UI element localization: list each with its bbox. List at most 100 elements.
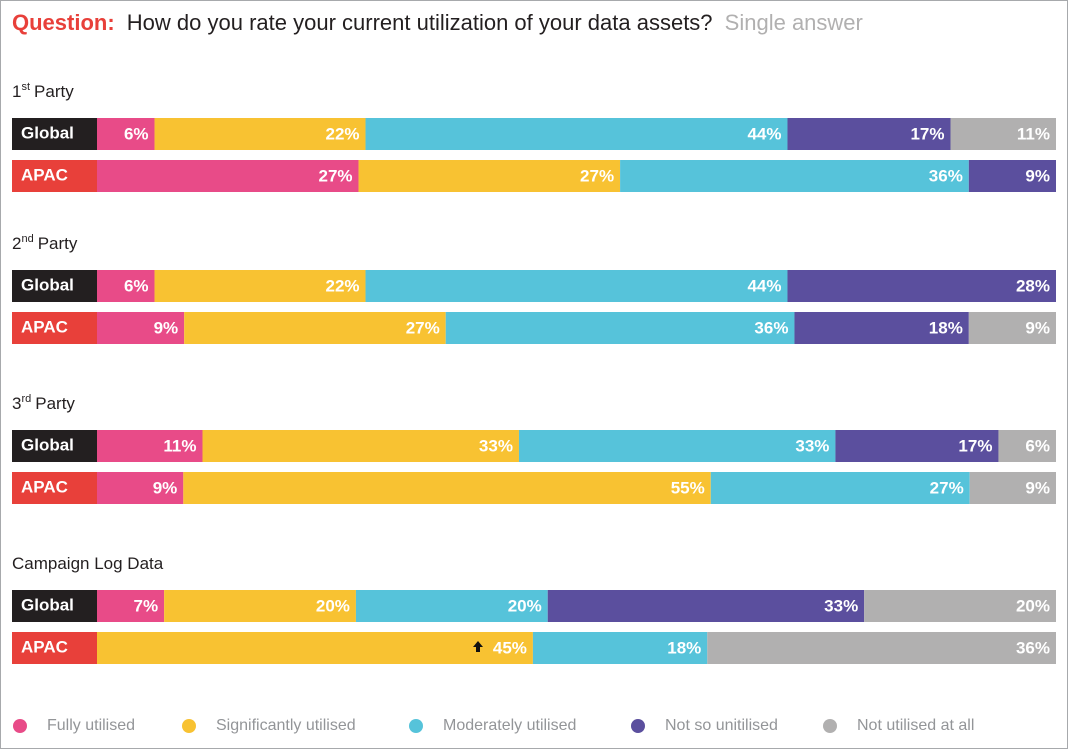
- data-label: 55%: [671, 478, 705, 497]
- title-line: Question: How do you rate your current u…: [12, 10, 863, 35]
- bar-segment: [794, 312, 969, 344]
- question-label: Question:: [12, 10, 115, 35]
- data-label: 22%: [325, 124, 359, 143]
- bar-segment: [183, 472, 711, 504]
- bar-segment: [202, 430, 519, 462]
- group-label: 1st Party: [12, 81, 74, 102]
- row-label-box: [12, 118, 97, 150]
- bar-segment: [97, 270, 155, 302]
- group-label: Campaign Log Data: [12, 554, 164, 573]
- data-label: 33%: [479, 436, 513, 455]
- row-label-box: [12, 160, 97, 192]
- group-name: Party: [34, 82, 74, 101]
- data-label: 9%: [154, 318, 179, 337]
- legend-marker: [409, 719, 423, 733]
- row-label-box: [12, 270, 97, 302]
- row-label: APAC: [21, 165, 68, 184]
- bar-segment: [532, 632, 708, 664]
- legend-label: Fully utilised: [47, 717, 135, 734]
- legend-marker: [823, 719, 837, 733]
- data-label: 11%: [163, 436, 196, 455]
- data-label: 45%: [493, 638, 527, 657]
- bar-segment: [97, 430, 203, 462]
- group-ordinal: 1: [12, 82, 21, 101]
- row-label-box: [12, 590, 97, 622]
- row-label: APAC: [21, 477, 68, 496]
- row-label-box: [12, 472, 97, 504]
- data-label: 7%: [134, 596, 159, 615]
- bar-segment: [184, 312, 446, 344]
- bar-segment: [547, 590, 865, 622]
- bar-segment: [968, 312, 1056, 344]
- data-label: 9%: [153, 478, 178, 497]
- data-label: 44%: [747, 276, 781, 295]
- legend-label: Not so unitilised: [665, 717, 778, 734]
- data-label: 6%: [124, 276, 149, 295]
- bar-segment: [365, 270, 788, 302]
- data-label: 9%: [1025, 318, 1050, 337]
- bar-segment: [835, 430, 999, 462]
- data-label: 20%: [1016, 596, 1050, 615]
- data-label: 36%: [754, 318, 788, 337]
- legend-label: Significantly utilised: [216, 717, 356, 734]
- data-label: 36%: [1016, 638, 1050, 657]
- bar-segment: [787, 118, 951, 150]
- bar-segment: [620, 160, 969, 192]
- data-label: 36%: [929, 166, 963, 185]
- bar-segment: [164, 590, 356, 622]
- data-label: 9%: [1025, 478, 1050, 497]
- data-label: 33%: [824, 596, 858, 615]
- bar-segment: [355, 590, 548, 622]
- data-label: 18%: [929, 318, 963, 337]
- bar-segment: [97, 312, 185, 344]
- legend-label: Moderately utilised: [443, 717, 576, 734]
- row-label: APAC: [21, 317, 68, 336]
- data-label: 33%: [795, 436, 829, 455]
- data-label: 44%: [747, 124, 781, 143]
- bar-segment: [97, 118, 155, 150]
- data-label: 6%: [124, 124, 149, 143]
- data-label: 18%: [667, 638, 701, 657]
- data-label: 20%: [316, 596, 350, 615]
- bar-segment: [97, 632, 533, 664]
- row-label: APAC: [21, 637, 68, 656]
- group-ordinal-suffix: st: [21, 81, 30, 93]
- bar-segment: [710, 472, 970, 504]
- data-label: 22%: [325, 276, 359, 295]
- bar-segment: [950, 118, 1056, 150]
- data-label: 17%: [958, 436, 992, 455]
- row-label-box: [12, 430, 97, 462]
- legend-marker: [631, 719, 645, 733]
- bar-segment: [97, 160, 359, 192]
- group-label: 2nd Party: [12, 233, 78, 254]
- row-label-box: [12, 312, 97, 344]
- row-label: Global: [21, 595, 74, 614]
- data-label: 11%: [1017, 124, 1050, 143]
- group-ordinal: 3: [12, 394, 21, 413]
- row-label: Global: [21, 275, 74, 294]
- data-label: 27%: [319, 166, 353, 185]
- bar-segment: [707, 632, 1056, 664]
- bar-segment: [97, 590, 165, 622]
- legend-marker: [13, 719, 27, 733]
- data-label: 20%: [508, 596, 542, 615]
- bar-segment: [445, 312, 795, 344]
- data-label: 17%: [910, 124, 944, 143]
- bar-segment: [968, 160, 1056, 192]
- legend-label: Not utilised at all: [857, 717, 974, 734]
- row-label: Global: [21, 435, 74, 454]
- bar-segment: [998, 430, 1056, 462]
- bar-segment: [969, 472, 1056, 504]
- group-ordinal-suffix: rd: [21, 393, 31, 405]
- group-label: 3rd Party: [12, 393, 75, 414]
- row-label: Global: [21, 123, 74, 142]
- chart-title: How do you rate your current utilization…: [127, 10, 713, 35]
- bar-segment: [365, 118, 788, 150]
- group-name: Party: [38, 234, 78, 253]
- group-name: Campaign Log Data: [12, 554, 164, 573]
- increase-arrow: [473, 641, 483, 652]
- data-label: 28%: [1016, 276, 1050, 295]
- data-label: 27%: [406, 318, 440, 337]
